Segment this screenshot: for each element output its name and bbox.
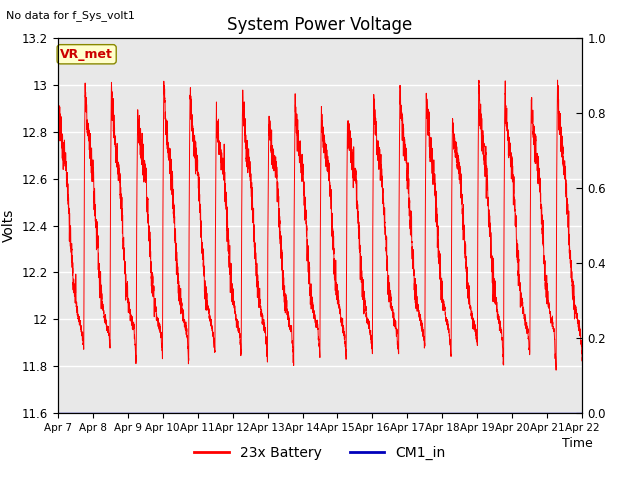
Text: VR_met: VR_met bbox=[60, 48, 113, 61]
Text: No data for f_Sys_volt1: No data for f_Sys_volt1 bbox=[6, 10, 135, 21]
Legend: 23x Battery, CM1_in: 23x Battery, CM1_in bbox=[189, 441, 451, 466]
X-axis label: Time: Time bbox=[562, 437, 593, 450]
Title: System Power Voltage: System Power Voltage bbox=[227, 16, 413, 34]
Y-axis label: Volts: Volts bbox=[2, 209, 16, 242]
